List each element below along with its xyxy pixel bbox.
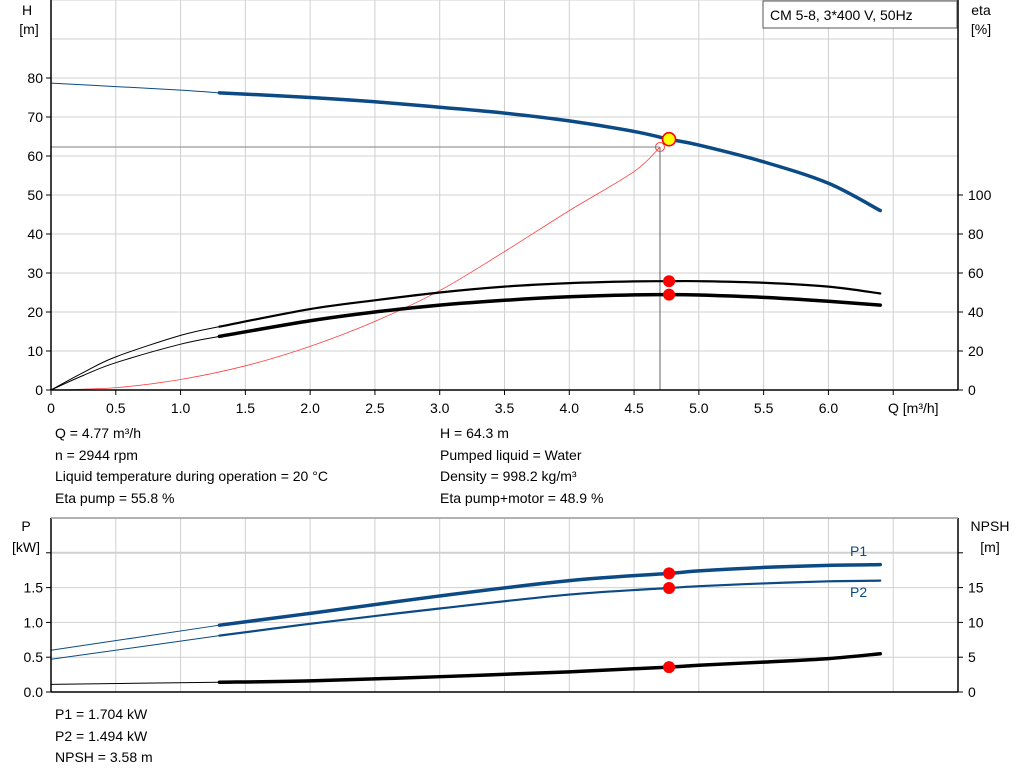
x-tick-label: 4.0	[560, 400, 580, 416]
info-eta-pump: Eta pump = 55.8 %	[55, 489, 175, 506]
x-tick-label: 2.5	[365, 400, 385, 416]
x-tick-label: 1.0	[171, 400, 191, 416]
y-tick-label: 30	[27, 265, 43, 281]
info-p1: P1 = 1.704 kW	[55, 706, 148, 722]
y-axis-label-eta: eta	[971, 2, 991, 18]
npsh-marker	[663, 661, 676, 674]
x-tick-label: 2.0	[300, 400, 320, 416]
y-tick-label: 80	[27, 70, 43, 86]
npsh-tick-label: 0	[968, 684, 976, 700]
p-tick-label: 1.0	[24, 614, 44, 630]
p2-curve-thin	[50, 635, 220, 660]
system-end-marker	[654, 142, 665, 153]
eta-pump-motor-curve	[217, 292, 883, 339]
npsh-tick-label: 5	[968, 649, 976, 665]
info-n: n = 2944 rpm	[55, 446, 138, 463]
p1-curve	[217, 562, 883, 627]
x-tick-label: 1.5	[236, 400, 256, 416]
axes: 0 0.5 1.0 1.5 2.0 2.5 3.0 3.5 4.0 4.5 5.0 5.5 6.0 0 10…	[24, 0, 992, 700]
npsh-curve-thin	[50, 681, 220, 685]
bottom-grid	[51, 517, 959, 692]
y-tick-label: 0	[35, 382, 43, 398]
y-axis-label-npsh: NPSH	[971, 518, 1010, 534]
y-axis-label-p: P	[21, 518, 30, 534]
curves	[50, 82, 883, 685]
top-grid	[51, 0, 959, 390]
p2-curve	[218, 579, 882, 637]
p-tick-label: 0.0	[24, 684, 44, 700]
p1-marker	[663, 567, 676, 580]
x-tick-label: 0.5	[106, 400, 126, 416]
eta-tick-label: 0	[968, 382, 976, 398]
duty-point-marker	[661, 131, 677, 147]
p2-marker	[663, 582, 676, 595]
x-tick-label: 3.5	[495, 400, 515, 416]
eta-pump-marker	[663, 275, 676, 288]
y-tick-label: 40	[27, 226, 43, 242]
y-axis-unit-p: [kW]	[12, 539, 40, 555]
y-axis-unit-npsh: [m]	[980, 539, 999, 555]
x-tick-label: 5.0	[689, 400, 709, 416]
head-curve	[217, 91, 883, 213]
eta-tick-label: 20	[968, 343, 984, 359]
x-axis-label: Q [m³/h]	[888, 400, 939, 416]
x-tick-label: 6.0	[819, 400, 839, 416]
npsh-tick-label: 10	[968, 614, 984, 630]
y-tick-label: 20	[27, 304, 43, 320]
info-bottom: P1 = 1.704 kW P2 = 1.494 kW NPSH = 3.58 …	[55, 704, 153, 769]
system-curve	[50, 146, 661, 391]
y-tick-label: 10	[27, 343, 43, 359]
y-axis-unit-h: [m]	[19, 21, 38, 37]
eta-tick-label: 100	[968, 187, 992, 203]
y-tick-label: 60	[27, 148, 43, 164]
info-density: Density = 998.2 kg/m³	[440, 468, 577, 484]
x-tick-label: 3.0	[430, 400, 450, 416]
x-tick-label: 5.5	[754, 400, 774, 416]
legend-p2: P2	[850, 584, 867, 600]
eta-tick-label: 40	[968, 304, 984, 320]
info-npsh: NPSH = 3.58 m	[55, 749, 153, 765]
eta-tick-label: 80	[968, 226, 984, 242]
npsh-curve	[217, 651, 883, 685]
info-eta-pump-motor: Eta pump+motor = 48.9 %	[440, 489, 604, 506]
info-q: Q = 4.77 m³/h	[55, 425, 141, 441]
eta-pump-motor-marker	[663, 288, 676, 301]
p-tick-label: 1.5	[24, 580, 44, 596]
info-top-left: Q = 4.77 m³/h n = 2944 rpm Liquid temper…	[55, 423, 328, 509]
chart-title: CM 5-8, 3*400 V, 50Hz	[770, 7, 913, 23]
x-tick-label: 0	[47, 400, 55, 416]
x-tick-label: 4.5	[624, 400, 644, 416]
npsh-tick-label: 15	[968, 580, 984, 596]
eta-pump-motor-curve-thin	[50, 335, 220, 391]
eta-pump-curve	[218, 279, 882, 328]
p-tick-label: 0.5	[24, 649, 44, 665]
info-top-right: H = 64.3 m Pumped liquid = Water Density…	[440, 423, 603, 509]
eta-pump-curve-thin	[50, 326, 220, 391]
info-temp: Liquid temperature during operation = 20…	[55, 468, 328, 484]
eta-tick-label: 60	[968, 265, 984, 281]
info-p2: P2 = 1.494 kW	[55, 727, 148, 744]
y-tick-label: 50	[27, 187, 43, 203]
legend-p1: P1	[850, 543, 867, 559]
info-liquid: Pumped liquid = Water	[440, 446, 582, 463]
p1-curve-thin	[50, 624, 220, 651]
y-axis-label-h: H	[22, 2, 32, 18]
head-curve-thin	[50, 82, 220, 94]
y-axis-unit-eta: [%]	[971, 21, 991, 37]
y-tick-label: 70	[27, 109, 43, 125]
info-h: H = 64.3 m	[440, 425, 509, 441]
title-box: CM 5-8, 3*400 V, 50Hz	[762, 0, 958, 29]
